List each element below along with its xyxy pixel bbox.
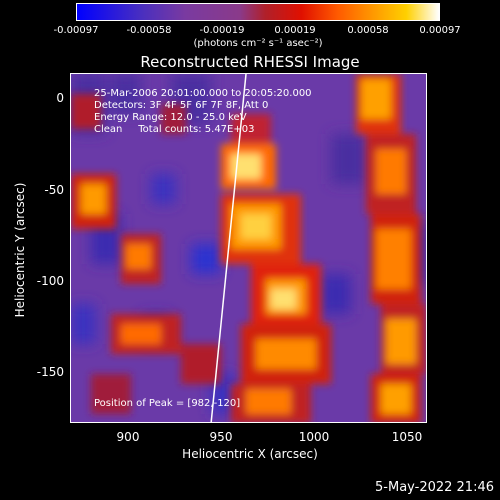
footer-date: 5-May-2022 21:46 — [375, 480, 494, 495]
info-time: 25-Mar-2006 20:01:00.000 to 20:05:20.000 — [94, 88, 312, 99]
x-tick-label: 900 — [116, 430, 140, 444]
colorbar-tick: -0.00019 — [199, 25, 245, 36]
y-tick-label: -50 — [44, 183, 64, 197]
image-sources — [71, 74, 426, 422]
x-tick-label: 1050 — [391, 430, 423, 444]
colorbar-tick: -0.00097 — [53, 25, 99, 36]
plot-title: Reconstructed RHESSI Image — [140, 53, 360, 71]
solar-limb-line — [210, 74, 247, 422]
y-axis-label: Heliocentric Y (arcsec) — [13, 182, 27, 318]
colorbar-tick: 0.00058 — [347, 25, 389, 36]
colorbar — [76, 3, 440, 21]
info-detectors: Detectors: 3F 4F 5F 6F 7F 8F, Att 0 — [94, 100, 269, 111]
y-tick-label: -150 — [36, 365, 64, 379]
image-plot — [70, 73, 427, 423]
info-peak: Position of Peak = [982,-120] — [94, 398, 241, 409]
x-tick-label: 950 — [209, 430, 233, 444]
info-energy: Energy Range: 12.0 - 25.0 keV — [94, 112, 247, 123]
colorbar-tick: 0.00097 — [419, 25, 461, 36]
colorbar-tick: 0.00019 — [274, 25, 316, 36]
colorbar-tick: -0.00058 — [126, 25, 172, 36]
x-tick-label: 1000 — [298, 430, 330, 444]
x-axis-label: Heliocentric X (arcsec) — [182, 447, 318, 461]
info-clean: Clean Total counts: 5.47E+03 — [94, 124, 255, 135]
y-tick-label: 0 — [56, 91, 64, 105]
y-tick-label: -100 — [36, 274, 64, 288]
rhessi-image — [71, 74, 426, 422]
colorbar-unit: (photons cm⁻² s⁻¹ asec⁻²) — [193, 38, 323, 49]
